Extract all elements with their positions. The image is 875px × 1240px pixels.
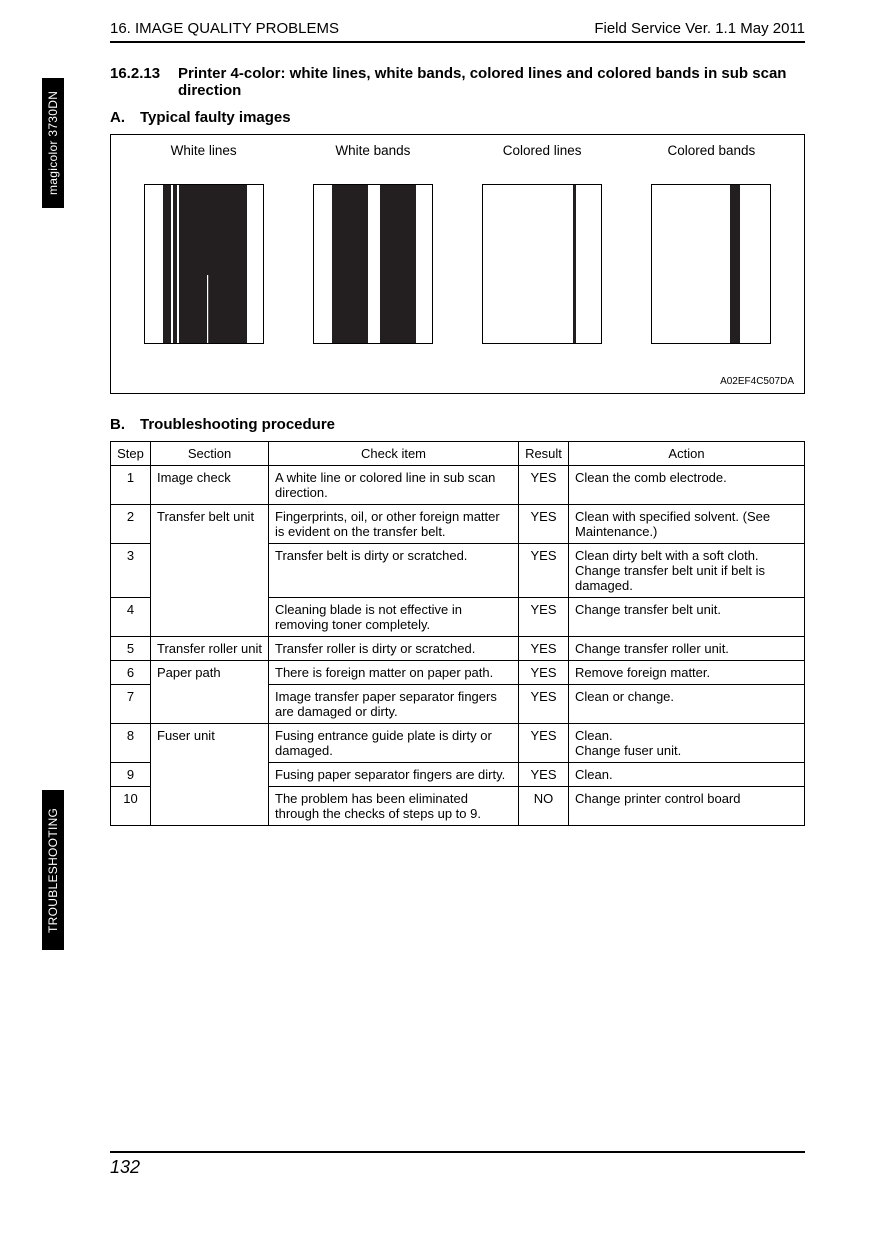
- th-check: Check item: [269, 442, 519, 466]
- cell-step: 1: [111, 466, 151, 505]
- cell-step: 2: [111, 505, 151, 544]
- cell-section: Transfer roller unit: [151, 637, 269, 661]
- cell-action: Remove foreign matter.: [569, 661, 805, 685]
- cell-action: Change printer control board: [569, 787, 805, 826]
- th-action: Action: [569, 442, 805, 466]
- faulty-label: Colored bands: [627, 143, 796, 158]
- faulty-cell-colored-bands: Colored bands: [627, 143, 796, 344]
- thumb-colored-bands: [651, 184, 771, 344]
- cell-check: There is foreign matter on paper path.: [269, 661, 519, 685]
- cell-action: Clean with specified solvent. (See Maint…: [569, 505, 805, 544]
- th-step: Step: [111, 442, 151, 466]
- table-row: 5Transfer roller unitTransfer roller is …: [111, 637, 805, 661]
- th-result: Result: [519, 442, 569, 466]
- subheading-b: B. Troubleshooting procedure: [110, 416, 805, 433]
- page-number: 132: [110, 1157, 140, 1177]
- cell-action: Change transfer belt unit.: [569, 598, 805, 637]
- sub-b-letter: B.: [110, 416, 140, 433]
- cell-result: YES: [519, 685, 569, 724]
- troubleshooting-table: Step Section Check item Result Action 1I…: [110, 441, 805, 826]
- cell-check: A white line or colored line in sub scan…: [269, 466, 519, 505]
- cell-section: Fuser unit: [151, 724, 269, 826]
- cell-step: 9: [111, 763, 151, 787]
- table-row: 8Fuser unitFusing entrance guide plate i…: [111, 724, 805, 763]
- cell-result: YES: [519, 763, 569, 787]
- side-tab-model: magicolor 3730DN: [42, 78, 64, 208]
- cell-step: 8: [111, 724, 151, 763]
- cell-action: Clean dirty belt with a soft cloth. Chan…: [569, 544, 805, 598]
- faulty-cell-colored-lines: Colored lines: [458, 143, 627, 344]
- cell-result: NO: [519, 787, 569, 826]
- cell-action: Clean.: [569, 763, 805, 787]
- faulty-cell-white-lines: White lines: [119, 143, 288, 344]
- table-row: 2Transfer belt unitFingerprints, oil, or…: [111, 505, 805, 544]
- sub-b-text: Troubleshooting procedure: [140, 416, 335, 433]
- faulty-label: White lines: [119, 143, 288, 158]
- cell-result: YES: [519, 505, 569, 544]
- cell-result: YES: [519, 724, 569, 763]
- faulty-label: White bands: [288, 143, 457, 158]
- table-row: 6Paper pathThere is foreign matter on pa…: [111, 661, 805, 685]
- cell-result: YES: [519, 466, 569, 505]
- cell-action: Clean the comb electrode.: [569, 466, 805, 505]
- cell-result: YES: [519, 661, 569, 685]
- cell-step: 7: [111, 685, 151, 724]
- figure-code: A02EF4C507DA: [720, 376, 794, 387]
- cell-check: Image transfer paper separator fingers a…: [269, 685, 519, 724]
- faulty-images-row: White lines White bands: [119, 143, 796, 344]
- cell-check: Cleaning blade is not effective in remov…: [269, 598, 519, 637]
- cell-result: YES: [519, 598, 569, 637]
- header-right: Field Service Ver. 1.1 May 2011: [594, 20, 805, 37]
- table-header-row: Step Section Check item Result Action: [111, 442, 805, 466]
- faulty-cell-white-bands: White bands: [288, 143, 457, 344]
- side-tab-section: TROUBLESHOOTING: [42, 790, 64, 950]
- faulty-label: Colored lines: [458, 143, 627, 158]
- section-number: 16.2.13: [110, 65, 178, 99]
- cell-action: Clean.Change fuser unit.: [569, 724, 805, 763]
- faulty-images-box: White lines White bands: [110, 134, 805, 394]
- sub-a-text: Typical faulty images: [140, 109, 291, 126]
- cell-step: 4: [111, 598, 151, 637]
- cell-action: Change transfer roller unit.: [569, 637, 805, 661]
- thumb-white-bands: [313, 184, 433, 344]
- cell-step: 10: [111, 787, 151, 826]
- cell-step: 3: [111, 544, 151, 598]
- cell-result: YES: [519, 544, 569, 598]
- thumb-white-lines: [144, 184, 264, 344]
- cell-check: Fingerprints, oil, or other foreign matt…: [269, 505, 519, 544]
- cell-section: Paper path: [151, 661, 269, 724]
- thumb-colored-lines: [482, 184, 602, 344]
- page-footer: 132: [110, 1151, 805, 1178]
- page: magicolor 3730DN TROUBLESHOOTING 16. IMA…: [0, 0, 875, 1240]
- subheading-a: A. Typical faulty images: [110, 109, 805, 126]
- cell-section: Image check: [151, 466, 269, 505]
- cell-action: Clean or change.: [569, 685, 805, 724]
- cell-result: YES: [519, 637, 569, 661]
- cell-step: 5: [111, 637, 151, 661]
- sub-a-letter: A.: [110, 109, 140, 126]
- cell-step: 6: [111, 661, 151, 685]
- cell-check: The problem has been eliminated through …: [269, 787, 519, 826]
- table-body: 1Image checkA white line or colored line…: [111, 466, 805, 826]
- section-heading: 16.2.13 Printer 4-color: white lines, wh…: [110, 65, 805, 99]
- page-header: 16. IMAGE QUALITY PROBLEMS Field Service…: [110, 20, 805, 43]
- cell-check: Fusing entrance guide plate is dirty or …: [269, 724, 519, 763]
- header-left: 16. IMAGE QUALITY PROBLEMS: [110, 20, 339, 37]
- table-row: 1Image checkA white line or colored line…: [111, 466, 805, 505]
- cell-check: Transfer belt is dirty or scratched.: [269, 544, 519, 598]
- section-title: Printer 4-color: white lines, white band…: [178, 65, 805, 99]
- cell-check: Fusing paper separator fingers are dirty…: [269, 763, 519, 787]
- cell-check: Transfer roller is dirty or scratched.: [269, 637, 519, 661]
- th-section: Section: [151, 442, 269, 466]
- cell-section: Transfer belt unit: [151, 505, 269, 637]
